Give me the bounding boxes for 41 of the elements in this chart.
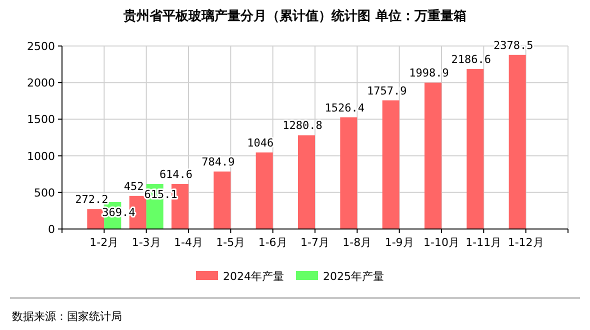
x-tick-label: 1-5月 bbox=[216, 236, 246, 249]
x-tick-label: 1-9月 bbox=[384, 236, 414, 249]
x-tick-label: 1-11月 bbox=[466, 236, 502, 249]
x-tick-label: 1-3月 bbox=[132, 236, 161, 249]
data-label: 1998.9 bbox=[409, 66, 449, 80]
x-tick-label: 1-10月 bbox=[424, 236, 460, 249]
data-label: 1280.8 bbox=[282, 119, 322, 132]
data-label: 2378.5 bbox=[493, 38, 534, 52]
x-tick-label: 1-2月 bbox=[90, 236, 119, 249]
y-tick-label: 2000 bbox=[27, 76, 55, 90]
y-tick-label: 1500 bbox=[27, 113, 55, 126]
data-label: 614.6 bbox=[159, 168, 193, 182]
bar bbox=[256, 152, 273, 229]
chart-title: 贵州省平板玻璃产量分月（累计值）统计图 单位：万重量箱 bbox=[122, 8, 466, 24]
x-tick-label: 1-8月 bbox=[342, 236, 372, 249]
source-note: 数据来源：国家统计局 bbox=[12, 310, 122, 323]
y-tick-label: 0 bbox=[48, 223, 55, 236]
data-label: 1046 bbox=[247, 136, 274, 150]
x-tick-label: 1-12月 bbox=[508, 236, 544, 249]
bar bbox=[424, 82, 442, 229]
y-tick-label: 500 bbox=[34, 186, 55, 200]
bar bbox=[382, 100, 400, 229]
data-label: 1526.4 bbox=[324, 101, 365, 114]
data-label: 1757.9 bbox=[366, 84, 407, 98]
bar bbox=[466, 68, 484, 229]
bar bbox=[298, 135, 315, 229]
bar bbox=[508, 54, 526, 229]
x-tick-label: 1-4月 bbox=[174, 236, 203, 249]
bar bbox=[214, 172, 231, 229]
data-label: 784.9 bbox=[202, 156, 235, 169]
data-label: 272.2 bbox=[75, 193, 108, 206]
data-label: 452 bbox=[124, 180, 144, 193]
legend-label: 2024年产量 bbox=[223, 270, 284, 283]
bar bbox=[340, 117, 358, 229]
x-tick-label: 1-7月 bbox=[300, 236, 330, 249]
data-label: 2186.6 bbox=[451, 52, 492, 66]
y-tick-label: 2500 bbox=[27, 40, 55, 53]
legend-label: 2025年产量 bbox=[323, 270, 384, 283]
bar bbox=[87, 209, 104, 229]
x-tick-label: 1-6月 bbox=[258, 236, 288, 249]
y-tick-label: 1000 bbox=[27, 150, 55, 163]
